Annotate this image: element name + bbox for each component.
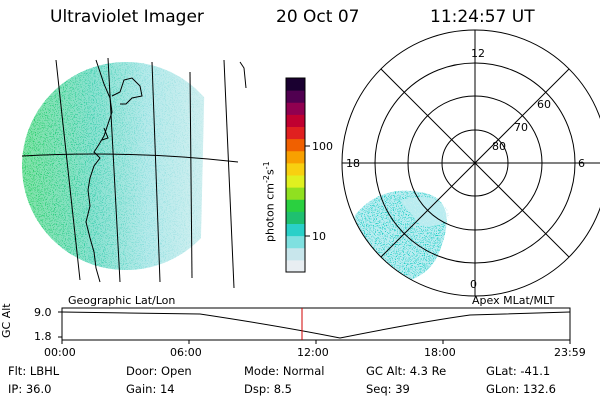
colorbar [286, 78, 305, 273]
colorbar-swatch [286, 78, 305, 91]
colorbar-swatch [286, 162, 305, 176]
colorbar-tick-10: 10 [312, 230, 326, 243]
colorbar-swatch [286, 150, 305, 164]
geo-grid [21, 57, 247, 289]
coastline [85, 59, 143, 283]
info-item: IP: 36.0 [8, 382, 52, 396]
orbit-ylabel: GC Alt [0, 303, 13, 338]
colorbar-unit: photon cm-2s-1 [262, 161, 277, 242]
orbit-y-bottom: 1.8 [34, 330, 52, 343]
orbit-y-top: 9.0 [34, 306, 52, 319]
mlat-70-label: 70 [514, 121, 528, 134]
info-item: Door: Open [126, 364, 192, 378]
orbit-plot [58, 307, 571, 344]
orbit-x-tick: 06:00 [170, 346, 202, 359]
colorbar-swatch [286, 175, 305, 188]
mlt-6-label: 6 [578, 157, 585, 170]
colorbar-swatch [286, 223, 305, 237]
info-item: GLon: 132.6 [486, 382, 556, 396]
info-item: Mode: Normal [244, 364, 325, 378]
polar-grid [341, 29, 600, 297]
polar-caption: Apex MLat/MLT [472, 294, 555, 307]
time-label: 11:24:57 UT [430, 7, 535, 27]
colorbar-tick-100: 100 [312, 140, 333, 153]
colorbar-swatch [286, 235, 305, 249]
orbit-x-tick: 23:59 [554, 346, 586, 359]
info-item: Seq: 39 [366, 382, 410, 396]
info-item: Dsp: 8.5 [244, 382, 292, 396]
colorbar-swatch [286, 114, 305, 127]
geo-image [22, 62, 230, 270]
info-item: GC Alt: 4.3 Re [366, 364, 447, 378]
orbit-x-tick: 12:00 [297, 346, 329, 359]
date-label: 20 Oct 07 [276, 7, 360, 27]
colorbar-swatch [286, 259, 305, 273]
info-item: GLat: -41.1 [486, 364, 551, 378]
instrument-title: Ultraviolet Imager [50, 7, 204, 27]
colorbar-swatch [286, 138, 305, 152]
polar-image [354, 190, 450, 285]
colorbar-swatch [286, 126, 305, 140]
mlt-0-label: 0 [470, 278, 477, 291]
orbit-x-tick: 18:00 [424, 346, 456, 359]
colorbar-swatch [286, 199, 305, 212]
mlt-12-label: 12 [471, 47, 485, 60]
colorbar-swatch [286, 211, 305, 224]
colorbar-swatch [286, 247, 305, 261]
info-item: Flt: LBHL [8, 364, 60, 378]
orbit-x-tick: 00:00 [44, 346, 76, 359]
geo-caption: Geographic Lat/Lon [68, 294, 176, 307]
mlat-60-label: 60 [537, 98, 551, 111]
colorbar-swatch [286, 102, 305, 115]
info-item: Gain: 14 [126, 382, 175, 396]
geo-mask [200, 58, 238, 285]
mlt-18-label: 18 [346, 157, 360, 170]
mlat-80-label: 80 [492, 140, 506, 153]
colorbar-swatch [286, 187, 305, 200]
colorbar-swatch [286, 90, 305, 103]
